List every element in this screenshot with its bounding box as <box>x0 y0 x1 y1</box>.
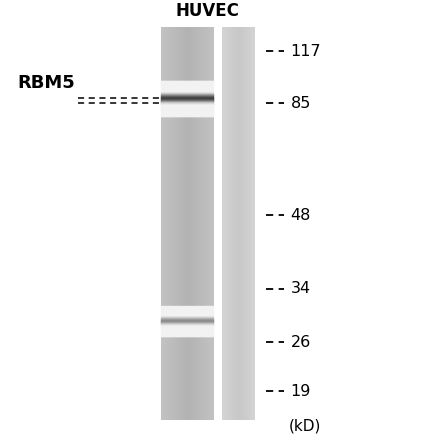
Bar <box>222 28 255 420</box>
Text: RBM5: RBM5 <box>18 74 75 92</box>
Text: 48: 48 <box>290 208 311 223</box>
Bar <box>161 28 213 420</box>
Text: 117: 117 <box>290 44 321 59</box>
Text: (kD): (kD) <box>288 419 321 434</box>
Text: 19: 19 <box>290 384 311 399</box>
Text: 34: 34 <box>290 281 311 296</box>
Text: 85: 85 <box>290 96 311 111</box>
Text: HUVEC: HUVEC <box>176 2 240 20</box>
Text: 26: 26 <box>290 335 311 350</box>
